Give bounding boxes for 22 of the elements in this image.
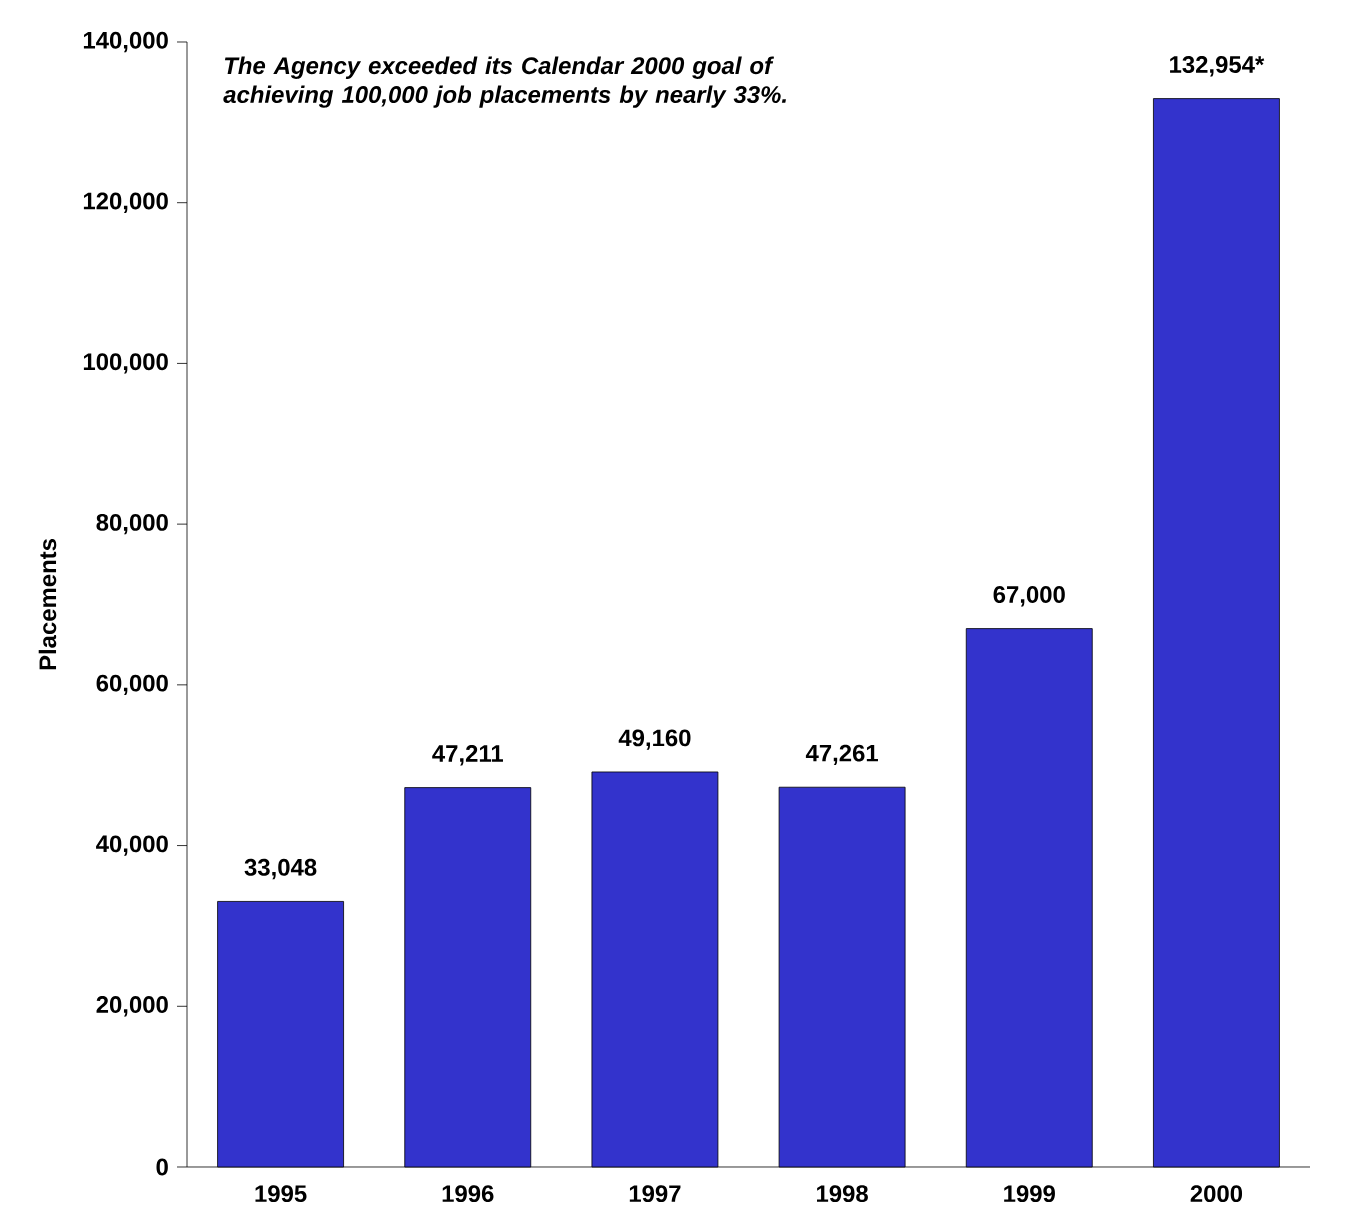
y-tick-label: 0 bbox=[156, 1158, 168, 1176]
y-tick-label: 60,000 bbox=[96, 674, 168, 696]
y-tick-label: 140,000 bbox=[83, 31, 168, 53]
y-tick-label: 40,000 bbox=[96, 835, 168, 856]
data-label: 67,000 bbox=[993, 586, 1065, 607]
x-tick-label: 1999 bbox=[1004, 1185, 1055, 1203]
x-tick-label: 1996 bbox=[442, 1185, 494, 1203]
y-tick-label: 20,000 bbox=[96, 996, 168, 1017]
data-label: 132,954* bbox=[1170, 56, 1265, 77]
x-tick-label: 1995 bbox=[255, 1185, 307, 1203]
data-label: 33,048 bbox=[244, 858, 317, 880]
annotation: The Agency exceeded its Calendar 2000 goal of achieving 100,000 job placements by nearly 33%. bbox=[223, 56, 786, 108]
y-tick-label: 100,000 bbox=[83, 353, 168, 374]
x-tick-label: 1997 bbox=[629, 1185, 681, 1203]
data-label: 47,211 bbox=[432, 745, 503, 766]
data-label: 47,261 bbox=[805, 744, 878, 766]
y-tick-label: 80,000 bbox=[96, 513, 168, 535]
data-label: 49,160 bbox=[618, 729, 691, 750]
x-tick-label: 1998 bbox=[817, 1185, 868, 1203]
y-axis-title: Placements bbox=[38, 539, 57, 670]
x-tick-label: 2000 bbox=[1190, 1185, 1243, 1203]
y-tick-label: 120,000 bbox=[83, 192, 168, 213]
